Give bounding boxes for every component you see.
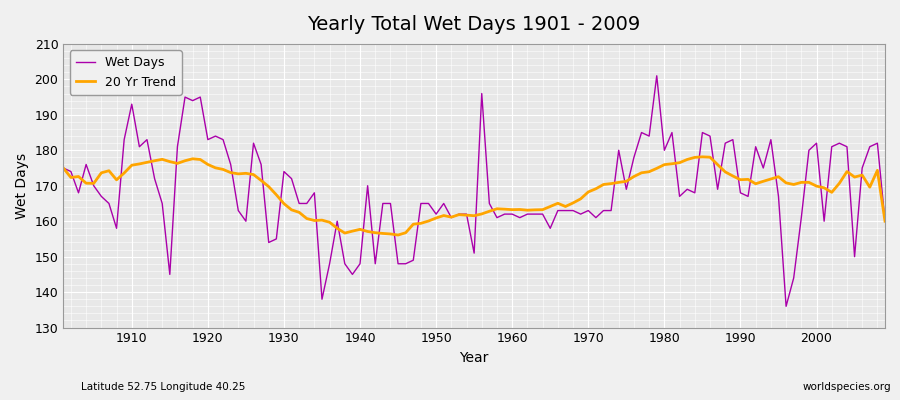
Wet Days (58, 166, 68, 170)
20 Yr Trend (119, 171, 130, 176)
Wet Days (780, 304, 791, 309)
X-axis label: Year: Year (460, 351, 489, 365)
Wet Days (500, 212, 510, 216)
Wet Days (879, 219, 890, 224)
20 Yr Trend (515, 207, 526, 212)
20 Yr Trend (507, 207, 517, 212)
Wet Days (507, 212, 517, 216)
20 Yr Trend (697, 154, 707, 159)
Wet Days (332, 219, 343, 224)
Wet Days (652, 74, 662, 78)
Text: worldspecies.org: worldspecies.org (803, 382, 891, 392)
Title: Yearly Total Wet Days 1901 - 2009: Yearly Total Wet Days 1901 - 2009 (308, 15, 641, 34)
Y-axis label: Wet Days: Wet Days (15, 153, 29, 219)
Wet Days (286, 176, 297, 181)
Legend: Wet Days, 20 Yr Trend: Wet Days, 20 Yr Trend (69, 50, 182, 95)
20 Yr Trend (286, 208, 297, 212)
Wet Days (598, 208, 609, 213)
Line: 20 Yr Trend: 20 Yr Trend (63, 157, 885, 235)
20 Yr Trend (879, 219, 890, 224)
20 Yr Trend (58, 166, 68, 170)
Text: Latitude 52.75 Longitude 40.25: Latitude 52.75 Longitude 40.25 (81, 382, 246, 392)
Line: Wet Days: Wet Days (63, 76, 885, 306)
Wet Days (119, 137, 130, 142)
20 Yr Trend (392, 233, 403, 238)
20 Yr Trend (606, 181, 616, 186)
20 Yr Trend (332, 226, 343, 231)
